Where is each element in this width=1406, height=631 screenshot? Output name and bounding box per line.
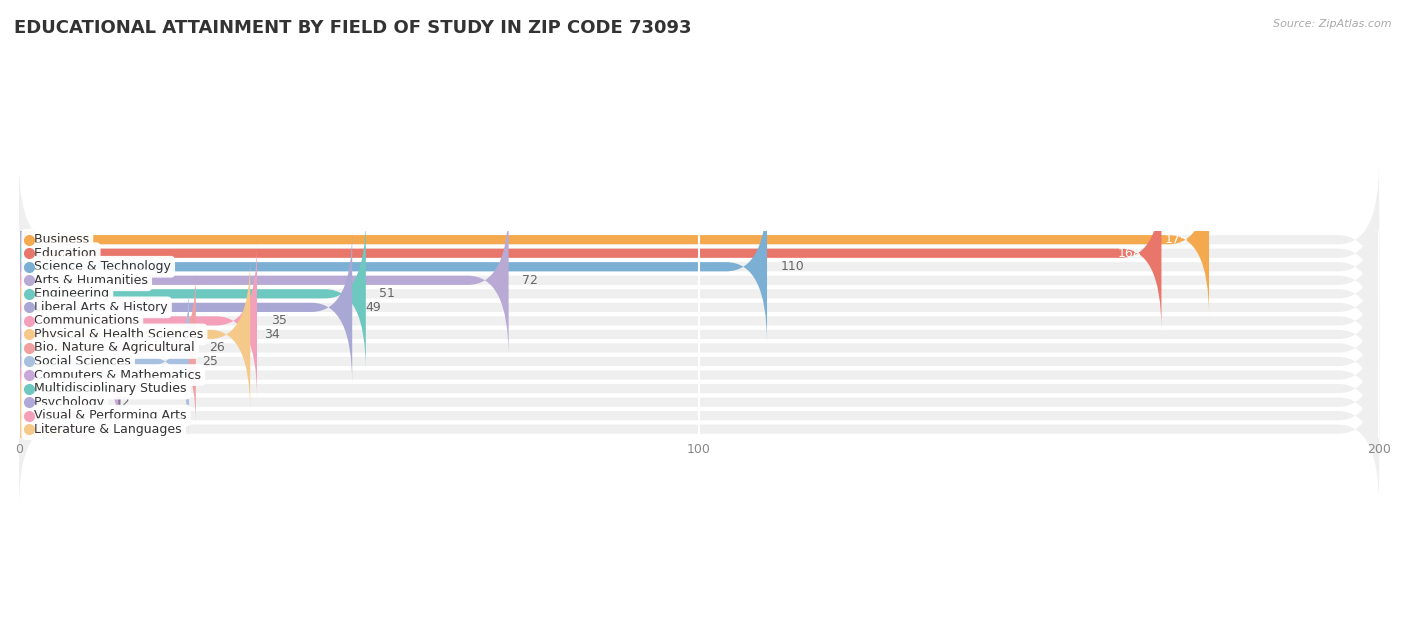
FancyBboxPatch shape bbox=[20, 258, 250, 411]
Text: Liberal Arts & History: Liberal Arts & History bbox=[25, 301, 167, 314]
FancyBboxPatch shape bbox=[20, 312, 1379, 465]
FancyBboxPatch shape bbox=[20, 217, 366, 370]
FancyBboxPatch shape bbox=[20, 326, 101, 479]
Text: 35: 35 bbox=[270, 314, 287, 327]
Text: 12: 12 bbox=[114, 396, 129, 409]
Text: 13: 13 bbox=[121, 382, 136, 395]
FancyBboxPatch shape bbox=[20, 244, 1379, 398]
Text: 34: 34 bbox=[264, 328, 280, 341]
Text: 51: 51 bbox=[380, 287, 395, 300]
FancyBboxPatch shape bbox=[20, 271, 1379, 425]
Text: Business: Business bbox=[25, 233, 89, 246]
FancyBboxPatch shape bbox=[20, 339, 1379, 492]
Text: Engineering: Engineering bbox=[25, 287, 108, 300]
FancyBboxPatch shape bbox=[20, 258, 1379, 411]
Text: Source: ZipAtlas.com: Source: ZipAtlas.com bbox=[1274, 19, 1392, 29]
FancyBboxPatch shape bbox=[20, 204, 1379, 357]
Text: 10: 10 bbox=[101, 409, 117, 422]
FancyBboxPatch shape bbox=[20, 190, 768, 343]
FancyBboxPatch shape bbox=[20, 285, 1379, 438]
FancyBboxPatch shape bbox=[20, 177, 1379, 330]
Text: Bio, Nature & Agricultural: Bio, Nature & Agricultural bbox=[25, 341, 194, 355]
FancyBboxPatch shape bbox=[20, 326, 1379, 479]
Text: Visual & Performing Arts: Visual & Performing Arts bbox=[25, 409, 187, 422]
Text: Computers & Mathematics: Computers & Mathematics bbox=[25, 369, 201, 382]
FancyBboxPatch shape bbox=[20, 231, 353, 384]
FancyBboxPatch shape bbox=[20, 298, 1379, 452]
FancyBboxPatch shape bbox=[20, 163, 1209, 316]
Text: 175: 175 bbox=[1164, 233, 1188, 246]
FancyBboxPatch shape bbox=[20, 163, 1379, 316]
FancyBboxPatch shape bbox=[20, 353, 1379, 506]
FancyBboxPatch shape bbox=[20, 271, 195, 425]
FancyBboxPatch shape bbox=[20, 190, 1379, 343]
Text: Communications: Communications bbox=[25, 314, 139, 327]
Text: 25: 25 bbox=[202, 355, 218, 368]
FancyBboxPatch shape bbox=[20, 353, 66, 506]
Text: 49: 49 bbox=[366, 301, 381, 314]
Text: Social Sciences: Social Sciences bbox=[25, 355, 131, 368]
FancyBboxPatch shape bbox=[20, 298, 121, 452]
Text: Literature & Languages: Literature & Languages bbox=[25, 423, 181, 435]
Text: 72: 72 bbox=[522, 274, 538, 287]
Text: Arts & Humanities: Arts & Humanities bbox=[25, 274, 148, 287]
Text: Science & Technology: Science & Technology bbox=[25, 260, 170, 273]
Text: Psychology: Psychology bbox=[25, 396, 104, 409]
Text: 26: 26 bbox=[209, 341, 225, 355]
FancyBboxPatch shape bbox=[20, 177, 1161, 330]
Text: 15: 15 bbox=[135, 369, 150, 382]
Text: 110: 110 bbox=[780, 260, 804, 273]
FancyBboxPatch shape bbox=[20, 312, 107, 465]
FancyBboxPatch shape bbox=[20, 244, 257, 398]
FancyBboxPatch shape bbox=[20, 231, 1379, 384]
FancyBboxPatch shape bbox=[20, 285, 188, 438]
Text: 168: 168 bbox=[1118, 247, 1142, 260]
Text: EDUCATIONAL ATTAINMENT BY FIELD OF STUDY IN ZIP CODE 73093: EDUCATIONAL ATTAINMENT BY FIELD OF STUDY… bbox=[14, 19, 692, 37]
Text: 7: 7 bbox=[80, 423, 89, 435]
FancyBboxPatch shape bbox=[20, 339, 87, 492]
Text: Education: Education bbox=[25, 247, 96, 260]
FancyBboxPatch shape bbox=[20, 217, 1379, 370]
Text: Physical & Health Sciences: Physical & Health Sciences bbox=[25, 328, 202, 341]
FancyBboxPatch shape bbox=[20, 204, 509, 357]
Text: Multidisciplinary Studies: Multidisciplinary Studies bbox=[25, 382, 187, 395]
